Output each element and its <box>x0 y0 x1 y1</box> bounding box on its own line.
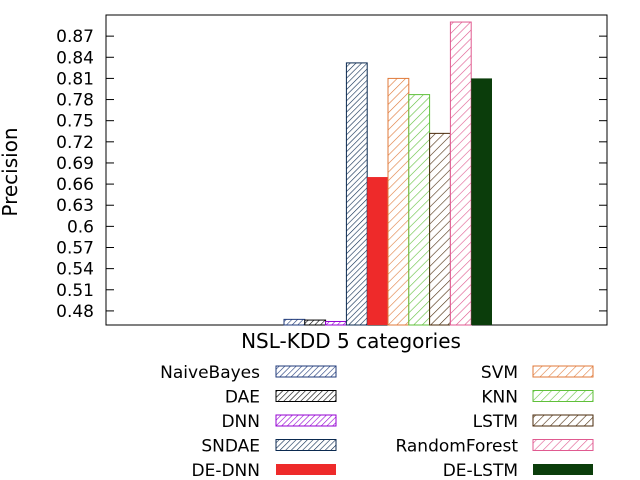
y-tick-label: 0.51 <box>56 281 94 301</box>
y-tick-label: 0.63 <box>56 196 94 216</box>
legend-swatch <box>275 439 337 451</box>
y-tick-label: 0.81 <box>56 69 94 89</box>
y-tick-label: 0.48 <box>56 302 94 322</box>
y-tick-label: 0.87 <box>56 27 94 47</box>
y-axis-ticks: 0.480.510.540.570.60.630.660.690.720.750… <box>56 27 607 322</box>
legend-swatch <box>532 414 594 427</box>
legend-item-randomforest: RandomForest <box>395 437 594 457</box>
legend-label: KNN <box>481 388 518 408</box>
legend-swatch <box>275 414 337 427</box>
bar-dae <box>304 319 327 326</box>
y-tick-label: 0.84 <box>56 48 94 68</box>
legend-label: SNDAE <box>201 437 260 457</box>
legend-item-de-lstm: DE-LSTM <box>443 461 593 480</box>
legend-item-svm: SVM <box>481 363 594 383</box>
bar-lstm <box>429 132 451 326</box>
legend-swatch <box>275 390 337 402</box>
y-tick-label: 0.66 <box>56 175 94 195</box>
legend-swatch <box>275 365 337 378</box>
legend-item-dae: DAE <box>225 388 337 408</box>
legend-swatch <box>533 464 593 475</box>
bar-dnn <box>325 320 347 326</box>
legend-label: RandomForest <box>395 437 518 457</box>
legend-label: DAE <box>225 388 260 408</box>
legend-swatch <box>532 390 594 402</box>
bar-randomforest <box>449 21 472 326</box>
y-tick-label: 0.57 <box>56 239 94 259</box>
legend-item-de-dnn: DE-DNN <box>192 461 336 480</box>
y-tick-label: 0.54 <box>56 260 94 280</box>
legend-label: LSTM <box>473 412 518 432</box>
legend-label: DE-DNN <box>192 461 261 480</box>
y-tick-label: 0.72 <box>56 133 94 153</box>
y-tick-label: 0.75 <box>56 112 94 132</box>
legend-item-naivebayes: NaiveBayes <box>160 363 337 383</box>
bar-naivebayes <box>283 318 306 326</box>
bar-de-dnn <box>367 177 388 325</box>
legend-label: NaiveBayes <box>160 363 260 383</box>
bar-knn <box>408 94 431 326</box>
bar-de-lstm <box>471 78 492 325</box>
legend-item-dnn: DNN <box>221 412 337 432</box>
y-tick-label: 0.6 <box>67 217 94 237</box>
y-axis-label: Precision <box>0 127 22 216</box>
y-tick-label: 0.78 <box>56 91 94 111</box>
x-axis-label: NSL-KDD 5 categories <box>241 329 461 353</box>
y-tick-label: 0.69 <box>56 154 94 174</box>
legend-label: SVM <box>481 363 518 383</box>
legend-swatch <box>532 439 594 451</box>
legend-item-sndae: SNDAE <box>201 437 337 457</box>
legend-item-knn: KNN <box>481 388 594 408</box>
bar-sndae <box>345 62 368 326</box>
legend-swatch <box>532 365 594 378</box>
legend-swatch <box>276 464 336 475</box>
bar-svm <box>387 77 410 326</box>
legend: NaiveBayes DAE DNN SNDAE DE-DNN SVM KNN LSTM Ran… <box>160 363 594 480</box>
legend-label: DE-LSTM <box>443 461 518 480</box>
legend-item-lstm: LSTM <box>473 412 594 432</box>
legend-label: DNN <box>221 412 260 432</box>
bars <box>283 21 492 326</box>
